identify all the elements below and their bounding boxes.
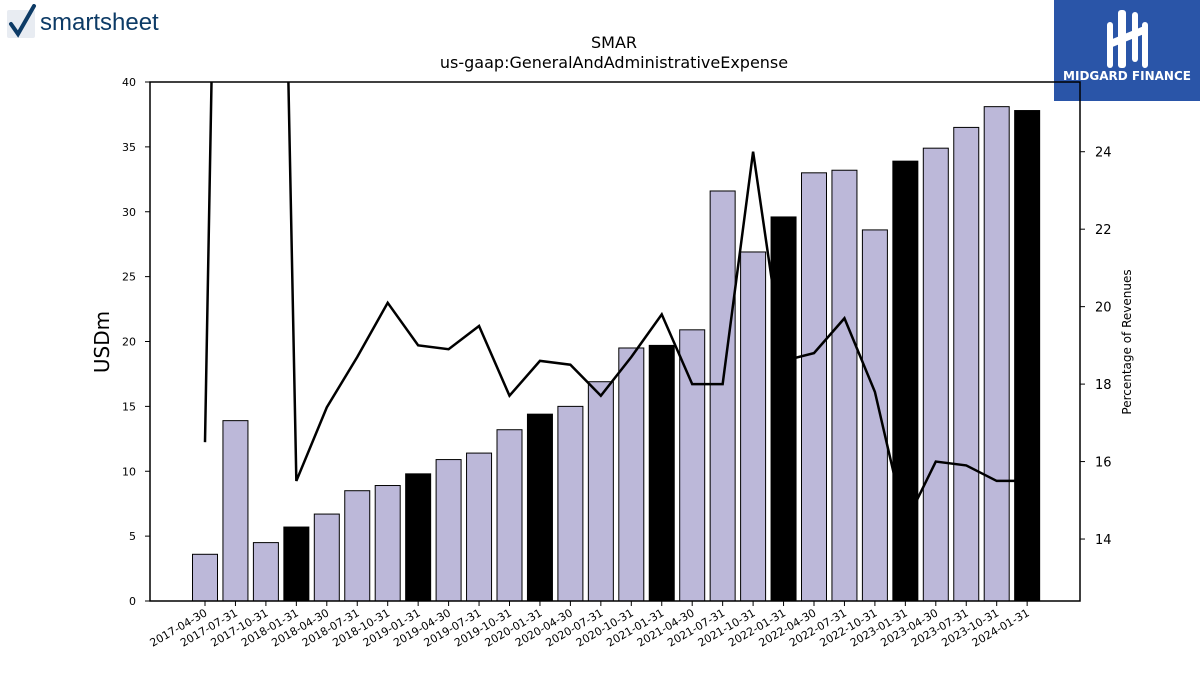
y-tick-label: 40 [122, 76, 136, 89]
bar-2021-10-31 [740, 251, 767, 602]
bar-2018-04-30 [313, 513, 340, 602]
smartsheet-logo: smartsheet [7, 4, 159, 38]
bar-2022-01-31 [770, 216, 797, 602]
bar-2019-01-31 [405, 473, 432, 602]
bar-2023-07-31 [953, 126, 980, 602]
bar-2021-04-30 [679, 329, 706, 602]
chart-title: SMAR [591, 33, 637, 52]
y2-tick-label: 14 [1095, 533, 1112, 548]
bar-2023-04-30 [922, 147, 949, 602]
bar-2018-10-31 [374, 485, 401, 602]
midgard-logo-icon: MIDGARD FINANCE [1063, 10, 1191, 83]
y2-tick-label: 24 [1095, 146, 1112, 161]
y-tick-label: 25 [122, 271, 136, 284]
bar-2022-07-31 [831, 169, 858, 602]
y2-tick-label: 20 [1095, 301, 1112, 316]
y-tick-label: 30 [122, 206, 136, 219]
series-line-pct-revenue [203, 82, 1028, 528]
bar-2019-07-31 [466, 452, 493, 602]
bar-2018-01-31 [283, 526, 310, 602]
y2-tick-label: 16 [1095, 456, 1112, 471]
bar-2021-07-31 [709, 190, 736, 602]
bar-2019-10-31 [496, 429, 523, 602]
y2-tick-label: 18 [1095, 378, 1112, 393]
bar-2019-04-30 [435, 459, 462, 602]
bar-2022-10-31 [861, 229, 888, 602]
bar-2017-07-31 [222, 420, 249, 602]
y2-tick-label: 22 [1095, 223, 1112, 238]
bar-2024-01-31 [1014, 110, 1041, 602]
smartsheet-wordmark: smartsheet [40, 9, 159, 36]
y-axis-label: USDm [90, 311, 114, 373]
bar-2018-07-31 [344, 490, 371, 602]
checkmark-icon [7, 4, 36, 38]
bar-2023-10-31 [983, 106, 1010, 602]
chart-subtitle: us-gaap:GeneralAndAdministrativeExpense [440, 53, 788, 72]
bar-2020-04-30 [557, 405, 584, 602]
bar-2021-01-31 [648, 344, 675, 602]
bar-2017-10-31 [252, 542, 279, 602]
bar-2020-01-31 [526, 413, 553, 602]
y-tick-label: 20 [122, 336, 136, 349]
bar-2017-04-30 [192, 553, 218, 602]
midgard-wordmark: MIDGARD FINANCE [1063, 69, 1191, 83]
y-tick-label: 10 [122, 465, 136, 478]
y-tick-label: 5 [129, 530, 136, 543]
y-tick-label: 15 [122, 400, 136, 413]
bar-2022-04-30 [801, 172, 827, 602]
bar-2020-10-31 [618, 347, 645, 602]
y-tick-label: 0 [129, 595, 136, 608]
y2-axis-label: Percentage of Revenues [1120, 269, 1134, 414]
y-tick-label: 35 [122, 141, 136, 154]
bar-2020-07-31 [587, 381, 614, 602]
bar-2023-01-31 [892, 160, 919, 602]
midgard-finance-logo: MIDGARD FINANCE [1054, 0, 1200, 101]
